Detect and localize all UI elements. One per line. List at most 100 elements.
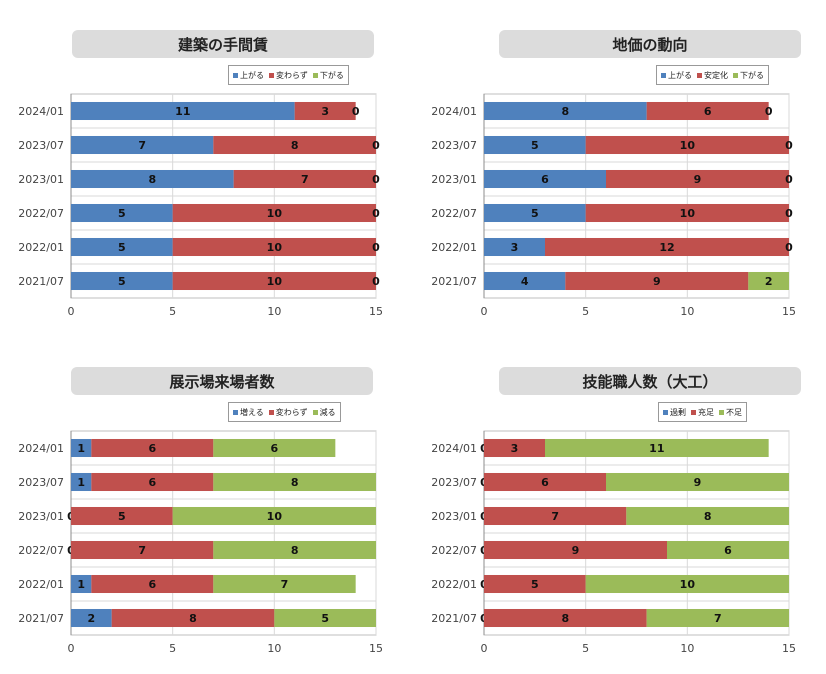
bar-segment	[71, 438, 92, 458]
data-label: 10	[680, 139, 696, 152]
data-label: 5	[531, 207, 539, 220]
bar-segment	[545, 237, 789, 257]
data-label: 0	[372, 275, 380, 288]
legend-label: 変わらず	[276, 70, 308, 80]
data-label: 10	[267, 207, 283, 220]
chart-plot: 0510152024/0103112023/070692023/01078202…	[431, 430, 796, 655]
chart-plot: 0 5 10 15 2024/01 11 3 0 2023/07 7 8 0 2023/01 8 7 0 202…	[18, 93, 383, 318]
legend-swatch	[691, 409, 696, 415]
bar-segment	[213, 574, 356, 594]
data-label: 5	[531, 578, 539, 591]
legend-swatch	[268, 409, 274, 415]
legend-label: 不足	[726, 407, 742, 417]
bar-segment	[71, 540, 214, 560]
bar-segment	[484, 438, 545, 458]
bar-segment	[71, 203, 173, 223]
y-tick-label: 2024/01	[18, 442, 64, 455]
x-tick-label: 5	[582, 305, 589, 318]
bar-segment	[172, 271, 376, 291]
y-tick-label: 2024/01	[18, 105, 64, 118]
y-tick-label: 2022/07	[431, 544, 477, 557]
bar-segment	[91, 472, 214, 492]
bar-segment	[91, 574, 214, 594]
data-label: 5	[118, 207, 126, 220]
data-label: 8	[291, 476, 299, 489]
y-tick-label: 2022/07	[431, 207, 477, 220]
x-tick-label: 0	[68, 642, 75, 655]
bar-segment	[484, 608, 647, 628]
data-label: 0	[785, 241, 793, 254]
y-tick-label: 2024/01	[431, 442, 477, 455]
y-tick-label: 2022/07	[18, 544, 64, 557]
bar-segment	[213, 472, 376, 492]
y-tick-label: 2022/01	[18, 241, 64, 254]
data-label: 0	[372, 241, 380, 254]
data-label: 0	[785, 173, 793, 186]
legend-item: 充足	[691, 407, 714, 418]
data-label: 4	[521, 275, 529, 288]
bar-segment	[484, 135, 586, 155]
y-tick-label: 2022/01	[431, 241, 477, 254]
data-label: 1	[77, 476, 85, 489]
bar-segment	[233, 169, 376, 189]
data-label: 7	[138, 139, 146, 152]
data-label: 2	[765, 275, 773, 288]
chart-title: 展示場来場者数	[71, 367, 373, 395]
x-tick-label: 15	[369, 642, 383, 655]
bar-segment	[91, 438, 214, 458]
data-label: 6	[724, 544, 732, 557]
data-label: 8	[149, 173, 157, 186]
chart-legend: 過剰 充足 不足	[658, 402, 747, 422]
bar-segment	[71, 169, 234, 189]
bar-segment	[294, 101, 356, 121]
data-label: 8	[562, 612, 570, 625]
y-tick-label: 2021/07	[18, 275, 64, 288]
data-label: 1	[77, 442, 85, 455]
x-tick-label: 10	[680, 305, 694, 318]
x-tick-label: 5	[169, 305, 176, 318]
legend-item: 過剰	[663, 407, 686, 418]
legend-swatch	[661, 72, 666, 78]
y-tick-label: 2023/07	[431, 139, 477, 152]
bar-segment	[71, 237, 173, 257]
legend-label: 減る	[319, 407, 336, 417]
bar-segment	[484, 271, 566, 291]
y-tick-label: 2023/01	[18, 173, 64, 186]
x-tick-label: 15	[782, 305, 796, 318]
bar-segment	[585, 203, 789, 223]
data-label: 6	[704, 105, 712, 118]
x-tick-label: 0	[481, 305, 488, 318]
chart-legend: 上がる 安定化 下がる	[656, 65, 769, 85]
legend-label: 過剰	[670, 407, 686, 417]
legend-swatch	[312, 72, 318, 78]
x-tick-label: 10	[267, 305, 281, 318]
legend-item: 変わらず	[268, 407, 308, 418]
legend-swatch	[733, 72, 738, 78]
legend-label: 変わらず	[275, 407, 308, 417]
legend-item: 不足	[719, 407, 742, 418]
x-tick-label: 5	[582, 642, 589, 655]
legend-label: 安定化	[704, 70, 728, 80]
y-tick-label: 2023/01	[18, 510, 64, 523]
legend-item: 安定化	[697, 70, 728, 81]
legend-label: 下がる	[740, 70, 764, 80]
y-tick-label: 2021/07	[431, 612, 477, 625]
data-label: 10	[267, 241, 283, 254]
bar-segment	[626, 506, 789, 526]
legend-item: 変わらず	[269, 70, 308, 81]
bar-segment	[646, 608, 789, 628]
bar-segment	[213, 438, 336, 458]
bar-segment	[667, 540, 789, 560]
bar-segment	[172, 237, 376, 257]
chart-legend: 増える 変わらず 減る	[228, 402, 341, 422]
data-label: 5	[118, 241, 126, 254]
data-label: 5	[118, 275, 126, 288]
data-label: 0	[765, 105, 773, 118]
bar-segment	[606, 169, 789, 189]
bar-segment	[484, 540, 667, 560]
bar-segment	[484, 574, 586, 594]
legend-item: 減る	[312, 407, 336, 418]
y-tick-label: 2021/07	[18, 612, 64, 625]
bar-segment	[71, 608, 112, 628]
